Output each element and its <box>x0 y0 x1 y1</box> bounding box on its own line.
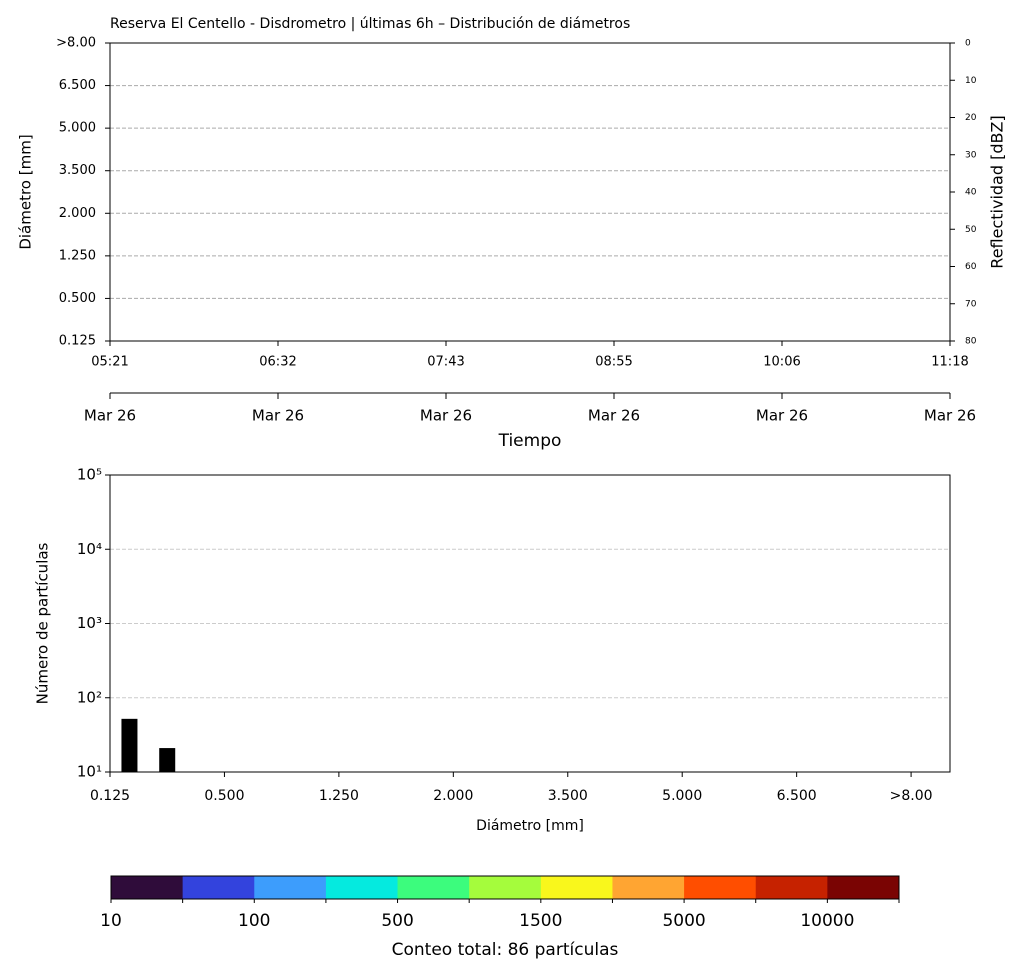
plot-frame <box>109 474 951 773</box>
plot-frame <box>109 42 951 342</box>
colorbar-frame <box>110 875 900 900</box>
y-tick-label: 2.000 <box>59 206 96 221</box>
y-tick-label: 10⁴ <box>77 540 102 558</box>
color-segment <box>254 876 327 899</box>
color-segment <box>397 876 470 899</box>
y2-tick-label: 80 <box>965 337 977 347</box>
colorbar-tick-label: 5000 <box>662 911 705 931</box>
y2-tick-label: 10 <box>965 76 977 86</box>
colorbar-tick-label: 100 <box>238 911 270 931</box>
x-tick-label: 0.125 <box>90 788 130 804</box>
x2-tick-label: Mar 26 <box>756 407 808 425</box>
color-segment <box>684 876 757 899</box>
y-tick-label: 6.500 <box>59 78 96 93</box>
colorbar-tick-label: 10000 <box>800 911 854 931</box>
x-axis-label: Tiempo <box>498 431 562 451</box>
y2-axis-label: Reflectividad [dBZ] <box>988 115 1007 268</box>
y2-tick-label: 0 <box>965 39 971 49</box>
y2-tick-label: 30 <box>965 150 977 160</box>
chart-title: Reserva El Centello - Disdrometro | últi… <box>110 16 630 32</box>
x-tick-label: 2.000 <box>433 788 473 804</box>
y-tick-label: >8.00 <box>56 36 96 51</box>
x-tick-label: 07:43 <box>427 355 464 370</box>
y-tick-label: 3.500 <box>59 163 96 178</box>
x-tick-label: 0.500 <box>204 788 244 804</box>
color-segment <box>325 876 399 899</box>
x-axis-label: Diámetro [mm] <box>476 818 584 834</box>
color-segment <box>612 876 685 899</box>
color-segment <box>469 876 542 899</box>
bar <box>121 718 138 772</box>
x-tick-label: 06:32 <box>259 355 296 370</box>
x2-tick-label: Mar 26 <box>420 407 472 425</box>
x-tick-label: 05:21 <box>91 355 128 370</box>
y-tick-label: 5.000 <box>59 121 96 136</box>
color-segment <box>111 876 184 899</box>
x-tick-label: 3.500 <box>548 788 588 804</box>
y-tick-label: 10³ <box>77 614 102 632</box>
colorbar-tick-label: 10 <box>100 911 122 931</box>
colorbar-tick-label: 500 <box>381 911 413 931</box>
y2-tick-label: 70 <box>965 299 977 309</box>
colorbar-tick-label: 1500 <box>519 911 562 931</box>
color-segment <box>827 876 900 899</box>
y-tick-label: 10⁵ <box>77 466 102 484</box>
x-tick-label: >8.00 <box>890 788 933 804</box>
y-tick-label: 0.125 <box>59 334 96 349</box>
bar <box>159 748 176 772</box>
y2-tick-label: 50 <box>965 225 977 235</box>
color-segment <box>540 876 613 899</box>
y-axis-label: Número de partículas <box>34 542 52 704</box>
y2-tick-label: 60 <box>965 262 977 272</box>
y-tick-label: 0.500 <box>59 291 96 306</box>
x2-tick-label: Mar 26 <box>924 407 976 425</box>
y-tick-label: 1.250 <box>59 248 96 263</box>
y-axis-label: Diámetro [mm] <box>17 134 35 249</box>
y2-tick-label: 40 <box>965 188 977 198</box>
x2-tick-label: Mar 26 <box>84 407 136 425</box>
x-tick-label: 11:18 <box>931 355 968 370</box>
x2-tick-label: Mar 26 <box>588 407 640 425</box>
colorbar-label: Conteo total: 86 partículas <box>392 940 619 960</box>
y-tick-label: 10¹ <box>77 763 102 781</box>
x-tick-label: 5.000 <box>662 788 702 804</box>
x-tick-label: 1.250 <box>319 788 359 804</box>
y2-tick-label: 20 <box>965 113 977 123</box>
x-tick-label: 6.500 <box>777 788 817 804</box>
x2-tick-label: Mar 26 <box>252 407 304 425</box>
color-segment <box>755 876 828 899</box>
x-tick-label: 08:55 <box>595 355 632 370</box>
y-tick-label: 10² <box>77 688 102 706</box>
color-segment <box>182 876 255 899</box>
x-tick-label: 10:06 <box>763 355 800 370</box>
